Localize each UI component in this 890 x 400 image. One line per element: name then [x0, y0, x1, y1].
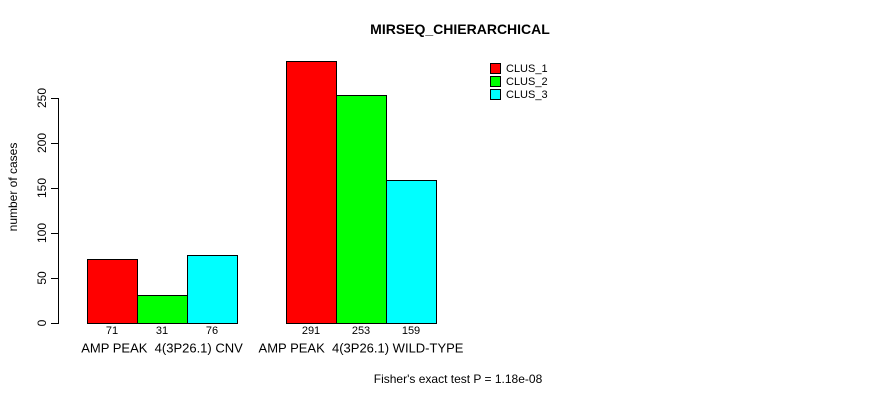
legend-item-clus_3: CLUS_3 — [490, 88, 548, 101]
y-tick — [51, 188, 58, 189]
y-tick-label: 50 — [35, 271, 49, 285]
y-tick — [51, 278, 58, 279]
x-category-label: AMP PEAK 4(3P26.1) CNV — [81, 340, 243, 356]
legend: CLUS_1 CLUS_2 CLUS_3 — [490, 62, 548, 101]
legend-color-swatch — [490, 89, 501, 100]
bar-clus_3-group-2 — [386, 180, 437, 324]
y-tick-label: 150 — [35, 177, 49, 199]
bar-value-label: 31 — [155, 325, 169, 337]
x-category-label: AMP PEAK 4(3P26.1) WILD-TYPE — [258, 340, 464, 356]
y-tick-label: 200 — [35, 132, 49, 154]
bar-clus_3-group-1 — [187, 255, 238, 324]
legend-label: CLUS_1 — [506, 62, 548, 75]
y-tick-label: 0 — [35, 319, 49, 327]
y-tick-label: 100 — [35, 222, 49, 244]
y-axis-label: number of cases — [6, 142, 20, 232]
y-tick — [51, 143, 58, 144]
legend-color-swatch — [490, 76, 501, 87]
y-tick — [51, 98, 58, 99]
bar-value-label: 159 — [401, 325, 421, 337]
legend-color-swatch — [490, 63, 501, 74]
y-tick-label: 250 — [35, 87, 49, 109]
y-axis-line — [58, 98, 59, 324]
legend-item-clus_1: CLUS_1 — [490, 62, 548, 75]
bar-clus_2-group-2 — [336, 95, 387, 324]
chart-title: MIRSEQ_CHIERARCHICAL — [370, 21, 550, 37]
bar-clus_2-group-1 — [137, 295, 188, 324]
y-tick — [51, 323, 58, 324]
y-tick — [51, 233, 58, 234]
bar-value-label: 291 — [301, 325, 321, 337]
bar-value-label: 253 — [351, 325, 371, 337]
legend-label: CLUS_3 — [506, 88, 548, 101]
bar-value-label: 71 — [105, 325, 119, 337]
bar-clus_1-group-2 — [286, 61, 337, 324]
bar-clus_1-group-1 — [87, 259, 138, 324]
legend-label: CLUS_2 — [506, 75, 548, 88]
fisher-test-annotation: Fisher's exact test P = 1.18e-08 — [373, 372, 543, 386]
legend-item-clus_2: CLUS_2 — [490, 75, 548, 88]
bar-value-label: 76 — [205, 325, 219, 337]
